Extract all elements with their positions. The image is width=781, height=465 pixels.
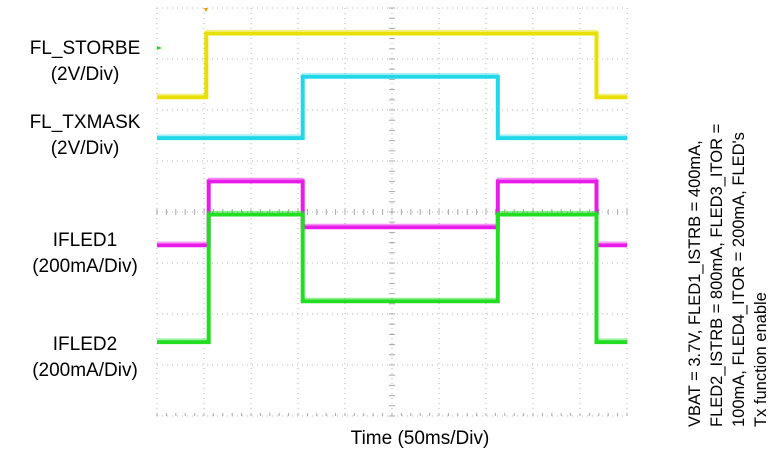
channel-scale: (200mA/Div)	[32, 360, 138, 381]
trigger-marker	[204, 8, 208, 12]
condition-line-3: 100mA, FLED4_ITOR = 200mA, FLED's	[730, 132, 748, 427]
trace-2-noise	[157, 73, 627, 136]
channel-marker	[157, 46, 162, 50]
channel-label-3: IFLED1 (200mA/Div)	[0, 228, 170, 280]
condition-line-1: VBAT = 3.7V, FLED1_ISTRB = 400mA,	[686, 140, 704, 427]
channel-label-1: FL_STORBE (2V/Div)	[0, 36, 170, 88]
channel-label-2: FL_TXMASK (2V/Div)	[0, 110, 170, 162]
channel-scale: (2V/Div)	[50, 138, 120, 159]
channel-label-4: IFLED2 (200mA/Div)	[0, 332, 170, 384]
trace-1-noise	[157, 29, 627, 95]
channel-name: IFLED1	[52, 230, 118, 251]
channel-name: FL_STORBE	[29, 38, 141, 59]
trace-2	[157, 74, 627, 141]
channel-name: FL_TXMASK	[29, 112, 141, 133]
trace-4-noise	[157, 210, 627, 340]
channel-name: IFLED2	[52, 334, 118, 355]
x-axis-label: Time (50ms/Div)	[350, 428, 490, 449]
condition-line-2: FLED2_ISTRB = 800mA, FLED3_ITOR =	[708, 124, 726, 427]
scope-grid	[156, 7, 628, 417]
trace-1	[157, 31, 627, 100]
trace-3-noise	[157, 177, 627, 243]
test-conditions: VBAT = 3.7V, FLED1_ISTRB = 400mA, FLED2_…	[686, 124, 770, 427]
scope-traces	[157, 8, 627, 345]
channel-scale: (200mA/Div)	[32, 256, 138, 277]
condition-line-4: Tx function enable	[752, 292, 770, 427]
channel-scale: (2V/Div)	[50, 64, 120, 85]
